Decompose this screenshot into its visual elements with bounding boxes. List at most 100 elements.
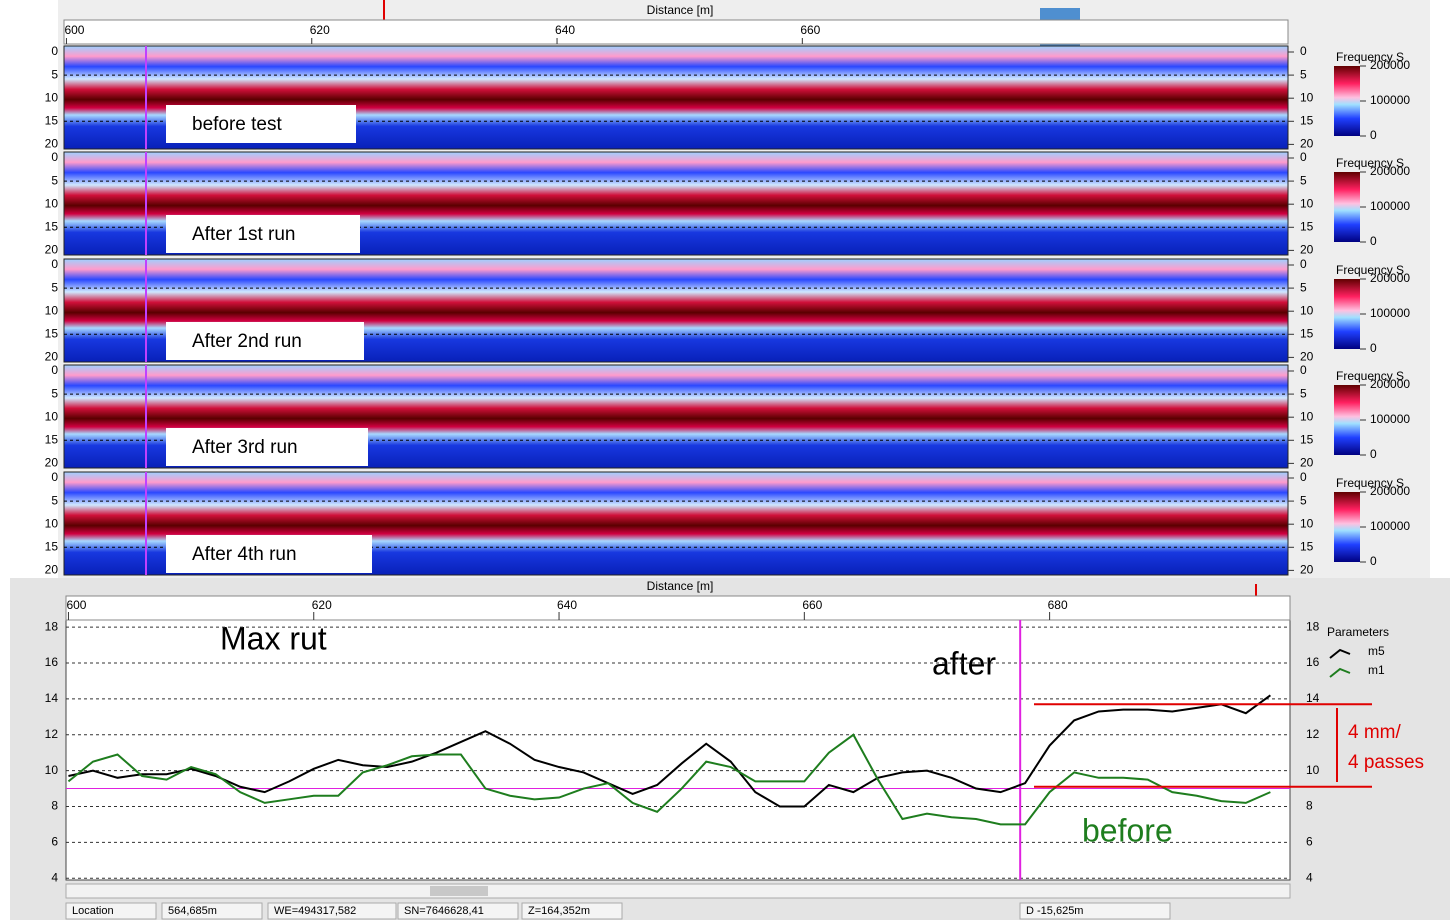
legend-title: Parameters [1327, 625, 1389, 639]
y-tick-label: 15 [45, 326, 59, 340]
y-tick-label: 15 [1300, 113, 1314, 127]
y-tick-label: 10 [1306, 763, 1320, 777]
scrollbar[interactable] [66, 884, 1290, 898]
y-tick-label: 20 [1300, 243, 1314, 257]
status-text: Location [72, 905, 114, 917]
y-tick-label: 18 [45, 619, 59, 633]
colorbar-tick-label: 200000 [1370, 484, 1410, 498]
screenshot: Distance [m] percoasema Distance [m] Max… [0, 0, 1450, 920]
y-tick-label: 0 [1300, 470, 1307, 484]
y-tick-label: 10 [1300, 516, 1314, 530]
x-tick-label: 620 [312, 598, 332, 612]
x-axis-band [66, 596, 1290, 620]
x-axis-title: Distance [m] [647, 3, 714, 17]
y-tick-label: 5 [1300, 67, 1307, 81]
colorbar-tick-label: 100000 [1370, 412, 1410, 426]
y-tick-label: 0 [1300, 257, 1307, 271]
y-tick-label: 20 [45, 563, 59, 577]
y-tick-label: 16 [1306, 655, 1320, 669]
x-tick-label: 640 [557, 598, 577, 612]
colorbar [1334, 279, 1360, 349]
y-tick-label: 5 [1300, 386, 1307, 400]
status-text: D -15,625m [1026, 905, 1083, 917]
y-tick-label: 0 [51, 44, 58, 58]
panel-label: After 2nd run [192, 331, 302, 352]
y-tick-label: 10 [45, 196, 59, 210]
colorbar-tick-label: 200000 [1370, 164, 1410, 178]
y-tick-label: 0 [51, 257, 58, 271]
y-tick-label: 0 [1300, 363, 1307, 377]
panel-label: After 1st run [192, 224, 296, 245]
colorbar-tick-label: 200000 [1370, 58, 1410, 72]
panel-label: before test [192, 114, 282, 135]
chart-title: Max rut [220, 620, 327, 656]
y-tick-label: 0 [1300, 150, 1307, 164]
y-tick-label: 5 [51, 493, 58, 507]
y-tick-label: 20 [45, 243, 59, 257]
x-tick-label: 660 [800, 23, 820, 37]
status-text: 564,685m [168, 905, 217, 917]
colorbar-tick-label: 0 [1370, 554, 1377, 568]
annotation: before [1082, 812, 1173, 848]
scroll-thumb[interactable] [430, 886, 488, 896]
colorbar-tick-label: 0 [1370, 128, 1377, 142]
y-tick-label: 16 [45, 655, 59, 669]
y-tick-label: 15 [45, 539, 59, 553]
y-tick-label: 10 [1300, 303, 1314, 317]
colorbar [1334, 66, 1360, 136]
y-tick-label: 15 [1300, 326, 1314, 340]
y-tick-label: 15 [45, 113, 59, 127]
y-tick-label: 18 [1306, 619, 1320, 633]
y-tick-label: 4 [51, 870, 58, 884]
y-tick-label: 20 [1300, 563, 1314, 577]
y-tick-label: 4 [1306, 870, 1313, 884]
y-tick-label: 14 [45, 691, 59, 705]
y-tick-label: 5 [51, 280, 58, 294]
colorbar-tick-label: 200000 [1370, 271, 1410, 285]
y-tick-label: 5 [51, 173, 58, 187]
x-tick-label: 640 [555, 23, 575, 37]
x-tick-label: 600 [64, 23, 84, 37]
y-tick-label: 10 [1300, 409, 1314, 423]
colorbar [1334, 385, 1360, 455]
y-tick-label: 20 [1300, 350, 1314, 364]
y-tick-label: 12 [45, 727, 59, 741]
y-tick-label: 20 [45, 456, 59, 470]
y-tick-label: 5 [1300, 280, 1307, 294]
y-tick-label: 12 [1306, 727, 1320, 741]
colorbar-tick-label: 100000 [1370, 199, 1410, 213]
y-tick-label: 8 [51, 799, 58, 813]
y-tick-label: 10 [45, 303, 59, 317]
x-tick-label: 620 [310, 23, 330, 37]
y-tick-label: 15 [45, 432, 59, 446]
x-axis-band [64, 20, 1288, 44]
y-tick-label: 15 [1300, 219, 1314, 233]
x-tick-label: 680 [1048, 598, 1068, 612]
y-tick-label: 0 [51, 363, 58, 377]
y-tick-label: 10 [1300, 196, 1314, 210]
x-tick-label: 660 [802, 598, 822, 612]
y-tick-label: 6 [1306, 835, 1313, 849]
y-tick-label: 20 [45, 350, 59, 364]
colorbar-tick-label: 100000 [1370, 519, 1410, 533]
y-tick-label: 5 [51, 67, 58, 81]
annotation: 4 passes [1348, 752, 1424, 773]
panel-label: After 3rd run [192, 437, 298, 458]
colorbar [1334, 492, 1360, 562]
y-tick-label: 10 [45, 90, 59, 104]
y-tick-label: 20 [1300, 456, 1314, 470]
y-tick-label: 10 [45, 516, 59, 530]
y-tick-label: 0 [51, 150, 58, 164]
status-text: Z=164,352m [528, 905, 590, 917]
y-tick-label: 20 [45, 137, 59, 151]
x-tick-label: 600 [66, 598, 86, 612]
colorbar-tick-label: 0 [1370, 447, 1377, 461]
legend-label: m5 [1368, 644, 1385, 658]
y-tick-label: 0 [1300, 44, 1307, 58]
y-tick-label: 15 [1300, 539, 1314, 553]
y-tick-label: 15 [1300, 432, 1314, 446]
y-tick-label: 5 [1300, 493, 1307, 507]
y-tick-label: 0 [51, 470, 58, 484]
status-text: SN=7646628,41 [404, 905, 484, 917]
y-tick-label: 5 [51, 386, 58, 400]
